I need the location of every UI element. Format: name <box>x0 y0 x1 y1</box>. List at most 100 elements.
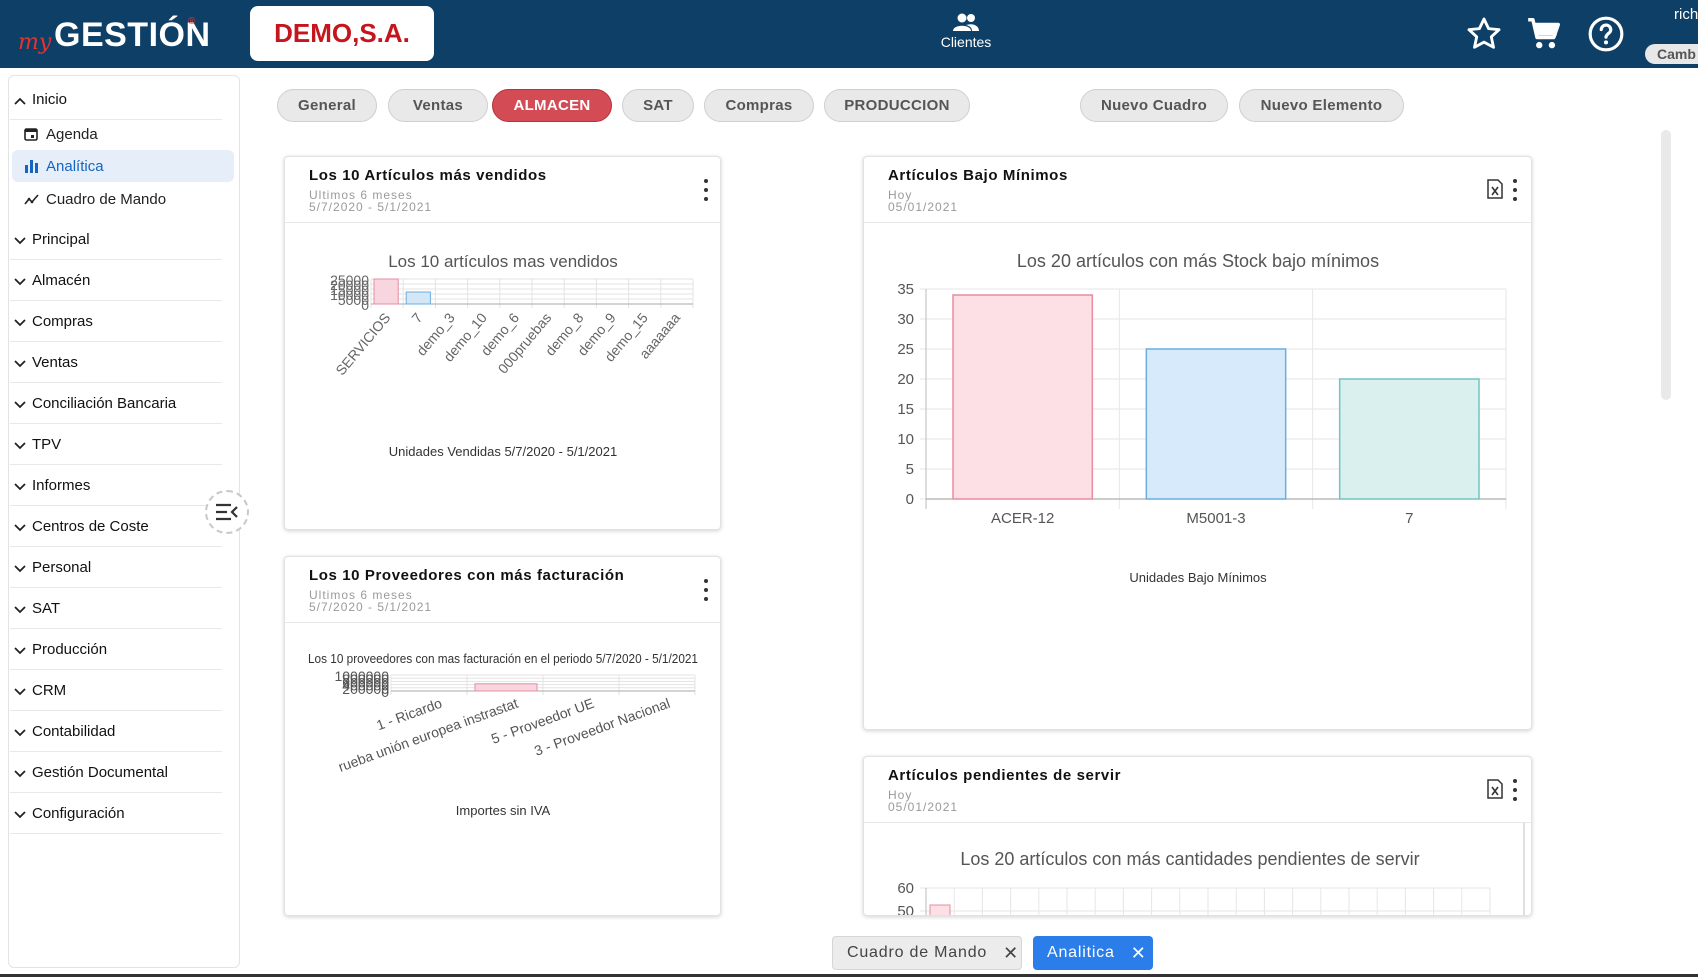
x-tick-label: M5001-3 <box>1186 510 1245 527</box>
bar <box>929 904 951 915</box>
cart-button[interactable] <box>1524 14 1564 54</box>
tab-almacen[interactable]: ALMACEN <box>492 89 612 122</box>
chevron-down-icon <box>10 519 32 535</box>
card-header: Los 10 Artículos más vendidos Ultimos 6 … <box>285 157 720 223</box>
sidebar-item-almacén[interactable]: Almacén <box>10 261 222 301</box>
card-below-min: Artículos Bajo Mínimos Hoy 05/01/2021 Lo… <box>863 156 1532 730</box>
trend-icon <box>24 194 39 205</box>
card-top-sold: Los 10 Artículos más vendidos Ultimos 6 … <box>284 156 721 530</box>
sidebar-item-agenda[interactable]: Agenda <box>12 118 234 150</box>
tab-produccion[interactable]: PRODUCCION <box>824 89 970 122</box>
sidebar-item-inicio[interactable]: Inicio <box>10 80 222 120</box>
open-tab-label: Cuadro de Mando <box>847 944 988 961</box>
chevron-down-icon <box>10 642 32 658</box>
x-tick-label: 3 - Proveedor Nacional <box>532 695 672 759</box>
excel-export-icon[interactable] <box>1487 779 1503 799</box>
close-icon[interactable]: ✕ <box>1003 942 1019 963</box>
open-tab-cuadro-de-mando[interactable]: Cuadro de Mando ✕ <box>832 936 1022 970</box>
top-sold-chart: Los 10 artículos mas vendidos 25000200001… <box>330 252 694 459</box>
more-options-icon[interactable] <box>1510 779 1520 801</box>
change-button[interactable]: Camb <box>1645 44 1698 64</box>
new-board-button[interactable]: Nuevo Cuadro <box>1080 89 1228 122</box>
main-scrollbar[interactable] <box>1661 130 1671 400</box>
chevron-down-icon <box>10 396 32 412</box>
chart-title: Los 10 proveedores con mas facturación e… <box>308 651 698 666</box>
chevron-down-icon <box>10 355 32 371</box>
y-tick-label: 0 <box>361 297 369 313</box>
sidebar-item-principal[interactable]: Principal <box>10 220 222 260</box>
sidebar-item-conciliación-bancaria[interactable]: Conciliación Bancaria <box>10 384 222 424</box>
cart-icon <box>1528 18 1560 49</box>
tab-sat[interactable]: SAT <box>622 89 694 122</box>
sidebar-item-label: Analítica <box>46 157 104 175</box>
sidebar-item-compras[interactable]: Compras <box>10 302 222 342</box>
clients-button[interactable]: Clientes <box>920 12 1012 50</box>
y-tick-label: 400000 <box>342 678 389 694</box>
chevron-down-icon <box>10 437 32 453</box>
sidebar-item-cuadro-de-mando[interactable]: Cuadro de Mando <box>12 183 234 215</box>
y-tick-label: 10000 <box>330 287 369 303</box>
close-icon[interactable]: ✕ <box>1130 942 1147 963</box>
x-tick-label: 7 <box>408 309 425 325</box>
chevron-down-icon <box>10 724 32 740</box>
sidebar-item-configuración[interactable]: Configuración <box>10 794 222 834</box>
sidebar-item-informes[interactable]: Informes <box>10 466 222 506</box>
more-options-icon[interactable] <box>701 579 711 601</box>
sidebar-item-tpv[interactable]: TPV <box>10 425 222 465</box>
card-subtitle: Hoy <box>888 788 913 802</box>
card-subtitle: Ultimos 6 meses <box>309 188 413 202</box>
y-tick-label: 35 <box>897 281 914 298</box>
sidebar-item-personal[interactable]: Personal <box>10 548 222 588</box>
sidebar-item-label: Personal <box>32 559 92 576</box>
bottom-divider <box>0 974 1698 977</box>
chevron-down-icon <box>10 601 32 617</box>
y-tick-label: 600000 <box>342 674 389 690</box>
favorites-button[interactable] <box>1464 14 1504 54</box>
sidebar-item-contabilidad[interactable]: Contabilidad <box>10 712 222 752</box>
tab-compras[interactable]: Compras <box>704 89 814 122</box>
sidebar-item-sat[interactable]: SAT <box>10 589 222 629</box>
card-date-range: 05/01/2021 <box>888 200 959 214</box>
chevron-down-icon <box>10 683 32 699</box>
y-tick-label: 25 <box>897 341 914 358</box>
sidebar-item-label: Gestión Documental <box>32 764 168 781</box>
sidebar-item-analitica[interactable]: Analítica <box>12 150 234 182</box>
sidebar-item-ventas[interactable]: Ventas <box>10 343 222 383</box>
sidebar-item-gestión-documental[interactable]: Gestión Documental <box>10 753 222 793</box>
tab-ventas[interactable]: Ventas <box>388 89 488 122</box>
card-date-range: 5/7/2020 - 5/1/2021 <box>309 200 433 214</box>
y-tick-label: 10 <box>897 431 914 448</box>
sidebar-item-label: Centros de Coste <box>32 518 149 535</box>
sidebar-item-label: CRM <box>32 682 67 699</box>
new-element-button[interactable]: Nuevo Elemento <box>1239 89 1404 122</box>
sidebar-item-crm[interactable]: CRM <box>10 671 222 711</box>
menu-collapse-icon <box>216 503 238 521</box>
top-bar: my GESTIÓN ® DEMO,S.A. Clientes rich Cam… <box>0 0 1698 68</box>
chevron-down-icon <box>10 560 32 576</box>
company-name[interactable]: DEMO,S.A. <box>250 6 434 61</box>
sidebar-item-producción[interactable]: Producción <box>10 630 222 670</box>
collapse-sidebar-button[interactable] <box>205 490 249 534</box>
sidebar-item-label: SAT <box>32 600 61 617</box>
open-tab-analitica[interactable]: Analitica ✕ <box>1033 936 1153 970</box>
user-name[interactable]: rich <box>1674 6 1698 23</box>
help-button[interactable] <box>1586 14 1626 54</box>
x-axis-label: Importes sin IVA <box>456 803 551 818</box>
app-logo[interactable]: my GESTIÓN ® <box>16 10 210 58</box>
tab-general[interactable]: General <box>277 89 377 122</box>
excel-export-icon[interactable] <box>1487 179 1503 199</box>
sidebar-item-centros-de-coste[interactable]: Centros de Coste <box>10 507 222 547</box>
y-tick-label: 0 <box>906 491 914 508</box>
card-subtitle: Ultimos 6 meses <box>309 588 413 602</box>
card-title: Artículos pendientes de servir <box>888 767 1122 784</box>
sidebar-item-label: Conciliación Bancaria <box>32 395 177 412</box>
more-options-icon[interactable] <box>1510 179 1520 201</box>
sidebar-item-label: Almacén <box>32 272 91 289</box>
sidebar-item-label: Producción <box>32 641 108 658</box>
x-axis-label: Unidades Bajo Mínimos <box>1129 570 1267 585</box>
y-tick-label: 25000 <box>330 272 369 288</box>
more-options-icon[interactable] <box>701 179 711 201</box>
below-min-chart: Los 20 artículos con más Stock bajo míni… <box>897 251 1507 585</box>
chevron-down-icon <box>10 478 32 494</box>
chevron-down-icon <box>10 806 32 822</box>
